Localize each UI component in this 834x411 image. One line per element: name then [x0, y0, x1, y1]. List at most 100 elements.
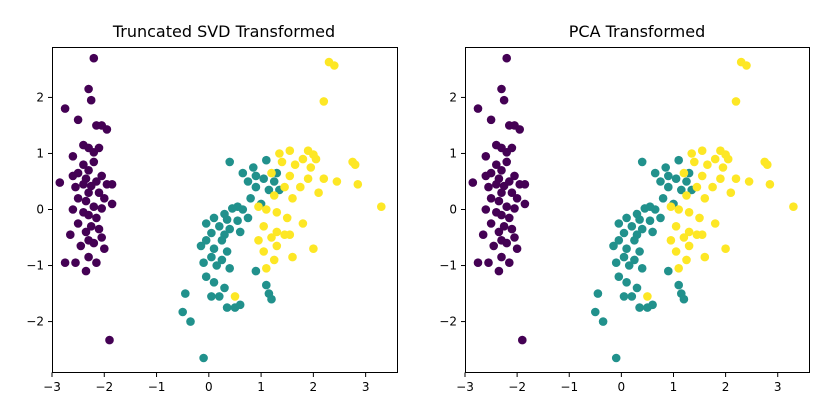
svd-point-series-1 — [212, 261, 221, 270]
pca-x-tick-label: −2 — [508, 380, 526, 394]
svd-point-series-0 — [71, 182, 80, 192]
pca-point-series-2 — [674, 264, 683, 273]
svd-point-series-1 — [215, 292, 224, 301]
pca-point-series-1 — [619, 228, 629, 238]
svd-point-series-1 — [201, 219, 211, 228]
svd-point-series-2 — [259, 222, 269, 231]
svd-point-series-1 — [262, 280, 271, 290]
pca-point-series-2 — [726, 188, 736, 197]
svd-point-series-1 — [225, 157, 234, 167]
svd-point-series-0 — [86, 222, 96, 231]
pca-point-series-2 — [697, 146, 707, 155]
pca-point-series-0 — [497, 188, 506, 197]
pca-point-series-0 — [499, 95, 509, 105]
svd-x-tick-label: 3 — [362, 380, 370, 394]
svd-point-series-0 — [84, 252, 93, 262]
pca-point-series-1 — [637, 264, 647, 273]
svd-point-series-2 — [319, 97, 329, 106]
svd-point-series-1 — [222, 303, 232, 312]
pca-point-series-0 — [520, 199, 530, 209]
svd-point-series-1 — [209, 278, 219, 287]
svd-point-series-0 — [81, 196, 91, 206]
svd-point-series-2 — [254, 236, 263, 245]
pca-point-series-2 — [666, 202, 676, 211]
svd-x-tick-label: −1 — [148, 380, 166, 394]
svd-point-series-2 — [303, 174, 313, 183]
pca-point-series-2 — [700, 194, 710, 203]
pca-point-series-0 — [494, 196, 504, 206]
pca-point-series-2 — [692, 182, 702, 192]
pca-point-series-0 — [510, 204, 519, 213]
svd-point-series-2 — [282, 213, 292, 223]
pca-point-series-0 — [486, 115, 496, 125]
pca-point-series-0 — [502, 157, 512, 167]
pca-point-series-1 — [619, 292, 629, 301]
pca-point-series-1 — [664, 171, 673, 181]
svd-point-series-0 — [94, 143, 104, 153]
pca-y-tick-label: 0 — [449, 203, 457, 217]
pca-point-series-1 — [640, 204, 650, 213]
svd-point-series-0 — [92, 258, 101, 268]
svd-point-series-2 — [288, 252, 297, 262]
svd-y-tick-label: −2 — [26, 315, 44, 329]
svd-point-series-2 — [280, 182, 289, 192]
pca-point-series-2 — [684, 208, 694, 217]
pca-point-series-0 — [510, 233, 519, 242]
pca-point-series-1 — [622, 278, 631, 287]
pca-point-series-0 — [515, 125, 524, 134]
svd-point-series-2 — [350, 160, 360, 169]
pca-point-series-2 — [679, 233, 689, 242]
svd-point-series-0 — [89, 238, 99, 248]
svd-point-series-0 — [86, 95, 96, 105]
pca-point-series-0 — [492, 160, 501, 169]
pca-point-series-2 — [700, 252, 710, 262]
svd-point-series-1 — [181, 289, 190, 298]
svd-point-series-2 — [311, 154, 321, 164]
svd-point-series-0 — [94, 188, 104, 197]
pca-point-series-1 — [677, 185, 686, 195]
svd-point-series-0 — [107, 199, 117, 209]
svd-point-series-1 — [225, 224, 234, 234]
svd-point-series-1 — [186, 317, 195, 326]
pca-x-tick-label: −1 — [560, 380, 578, 394]
pca-point-series-0 — [507, 188, 517, 197]
svd-point-series-2 — [254, 202, 263, 211]
svd-point-series-1 — [235, 227, 245, 237]
pca-point-series-2 — [682, 255, 691, 265]
pca-y-tick-label: 2 — [449, 90, 457, 104]
svd-point-series-2 — [262, 205, 271, 214]
svd-point-series-0 — [97, 233, 106, 242]
pca-point-series-1 — [630, 255, 639, 265]
svd-point-series-2 — [267, 168, 276, 178]
pca-point-series-2 — [723, 154, 733, 164]
pca-point-series-1 — [658, 194, 668, 203]
pca-point-series-2 — [716, 174, 725, 183]
svd-chart-title: Truncated SVD Transformed — [112, 22, 335, 41]
svd-point-series-0 — [84, 84, 93, 94]
svd-point-series-1 — [243, 213, 253, 223]
svd-point-series-1 — [209, 213, 219, 223]
pca-point-series-2 — [674, 205, 683, 214]
svd-point-series-1 — [251, 171, 261, 181]
pca-point-series-1 — [611, 353, 621, 363]
svd-point-series-1 — [249, 163, 258, 172]
pca-point-series-1 — [598, 317, 608, 326]
pca-point-series-2 — [679, 168, 689, 178]
pca-point-series-1 — [648, 300, 657, 310]
pca-point-series-0 — [486, 219, 496, 228]
svd-point-series-2 — [377, 202, 386, 211]
pca-point-series-2 — [695, 213, 704, 223]
svd-point-series-1 — [222, 247, 232, 256]
svd-point-series-0 — [79, 160, 88, 169]
pca-point-series-2 — [731, 97, 741, 106]
pca-point-series-1 — [648, 227, 657, 237]
pca-point-series-0 — [512, 194, 522, 203]
pca-chart-title: PCA Transformed — [569, 22, 705, 41]
svd-point-series-2 — [272, 241, 282, 251]
pca-point-series-0 — [520, 180, 530, 189]
svd-point-series-0 — [73, 115, 83, 125]
pca-point-series-1 — [619, 252, 629, 262]
pca-y-tick-label: −1 — [439, 259, 457, 273]
pca-point-series-1 — [671, 174, 681, 183]
svd-point-series-1 — [196, 241, 206, 251]
